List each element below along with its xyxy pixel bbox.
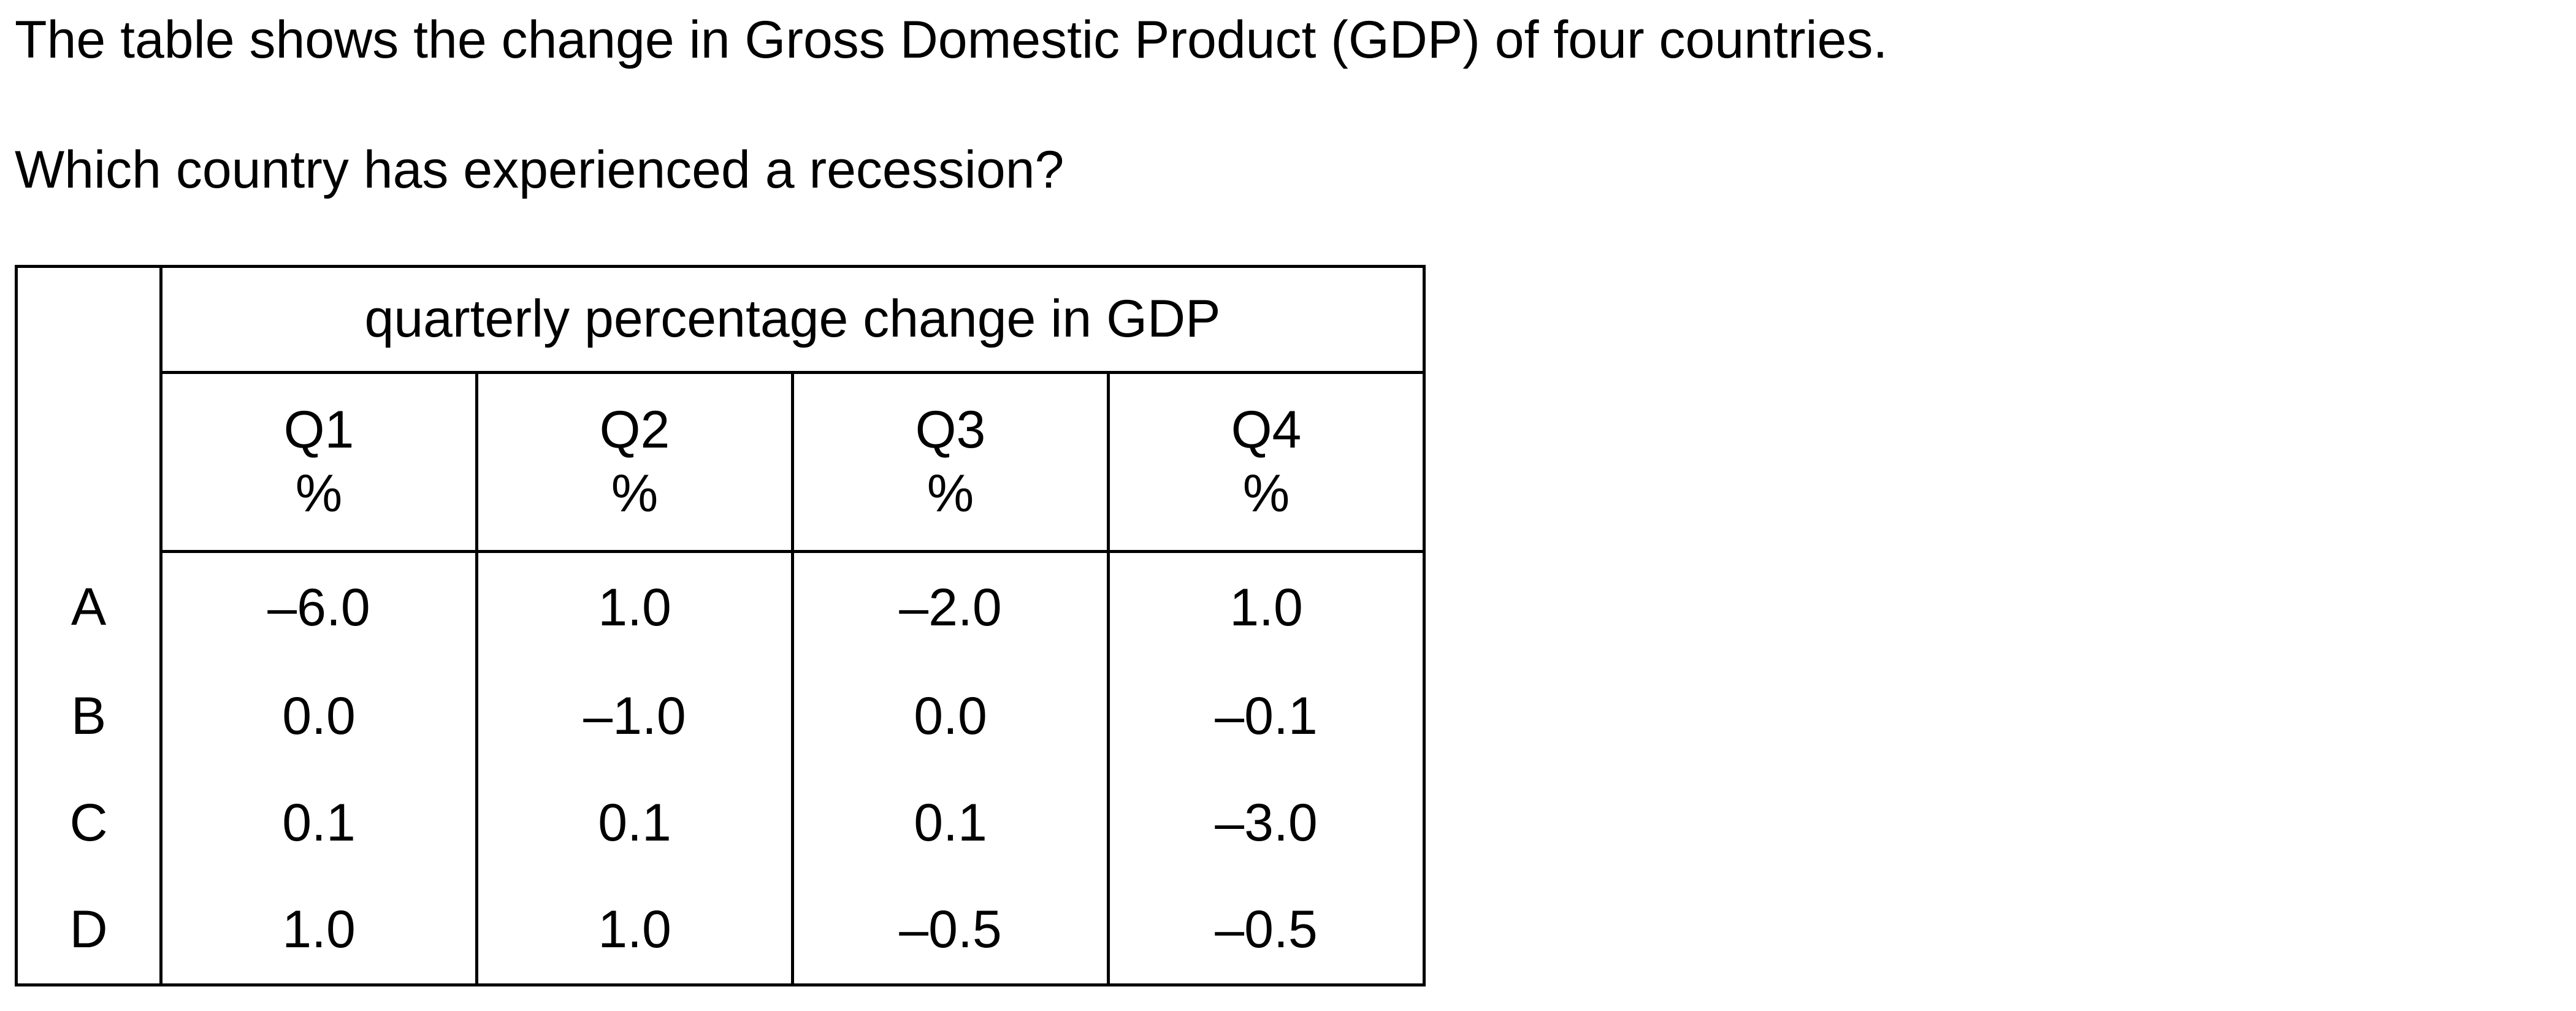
value-cell: –3.0: [1215, 793, 1318, 853]
quarter-unit: %: [927, 464, 974, 523]
quarter-name: Q4: [1231, 400, 1302, 460]
row-label: D: [16, 877, 162, 985]
value-cell: 0.0: [792, 663, 1110, 770]
value-cell: 0.1: [476, 770, 794, 877]
question-prompt: Which country has experienced a recessio…: [15, 140, 1064, 199]
quarter-header: Q4 %: [1108, 372, 1424, 553]
value-cell: –0.1: [1215, 687, 1318, 746]
table-header-row: quarterly percentage change in GDP: [16, 266, 1424, 552]
value-cell: –6.0: [161, 551, 478, 663]
corner-cell: [16, 266, 162, 552]
value-cell: 0.0: [161, 663, 478, 770]
quarter-unit: %: [295, 464, 343, 523]
value-cell: –0.5: [1215, 900, 1318, 959]
table-row: A –6.0 1.0 –2.0 1.0: [16, 551, 1424, 663]
quarter-header-row: Q1 % Q2 % Q3 % Q4 %: [17, 372, 1424, 553]
quarter-name: Q3: [915, 400, 986, 460]
quarter-unit: %: [1242, 464, 1290, 523]
gdp-table: quarterly percentage change in GDP Q1 % …: [15, 265, 1426, 986]
value-cell: 0.1: [792, 770, 1110, 877]
value-cell: 1.0: [1229, 578, 1303, 638]
value-cell: 1.0: [161, 877, 478, 985]
value-cell: 0.1: [161, 770, 478, 877]
value-cell: 1.0: [476, 877, 794, 985]
row-label: B: [16, 663, 162, 770]
value-cell: –0.5: [792, 877, 1110, 985]
row-label: A: [16, 551, 162, 663]
table-row: B 0.0 –1.0 0.0 –0.1: [16, 663, 1424, 770]
value-cell: –2.0: [792, 551, 1110, 663]
quarter-unit: %: [611, 464, 659, 523]
quarter-header: Q3 %: [792, 372, 1110, 553]
table-row: D 1.0 1.0 –0.5 –0.5: [16, 877, 1424, 985]
quarter-name: Q1: [283, 400, 354, 460]
value-cell: –1.0: [476, 663, 794, 770]
table-header: quarterly percentage change in GDP: [161, 266, 1424, 374]
quarter-name: Q2: [599, 400, 670, 460]
quarter-header: Q1 %: [161, 372, 478, 553]
table-row: C 0.1 0.1 0.1 –3.0: [16, 770, 1424, 877]
value-cell: 1.0: [476, 551, 794, 663]
quarter-header: Q2 %: [476, 372, 794, 553]
row-label: C: [16, 770, 162, 877]
question-intro: The table shows the change in Gross Dome…: [15, 10, 1888, 69]
